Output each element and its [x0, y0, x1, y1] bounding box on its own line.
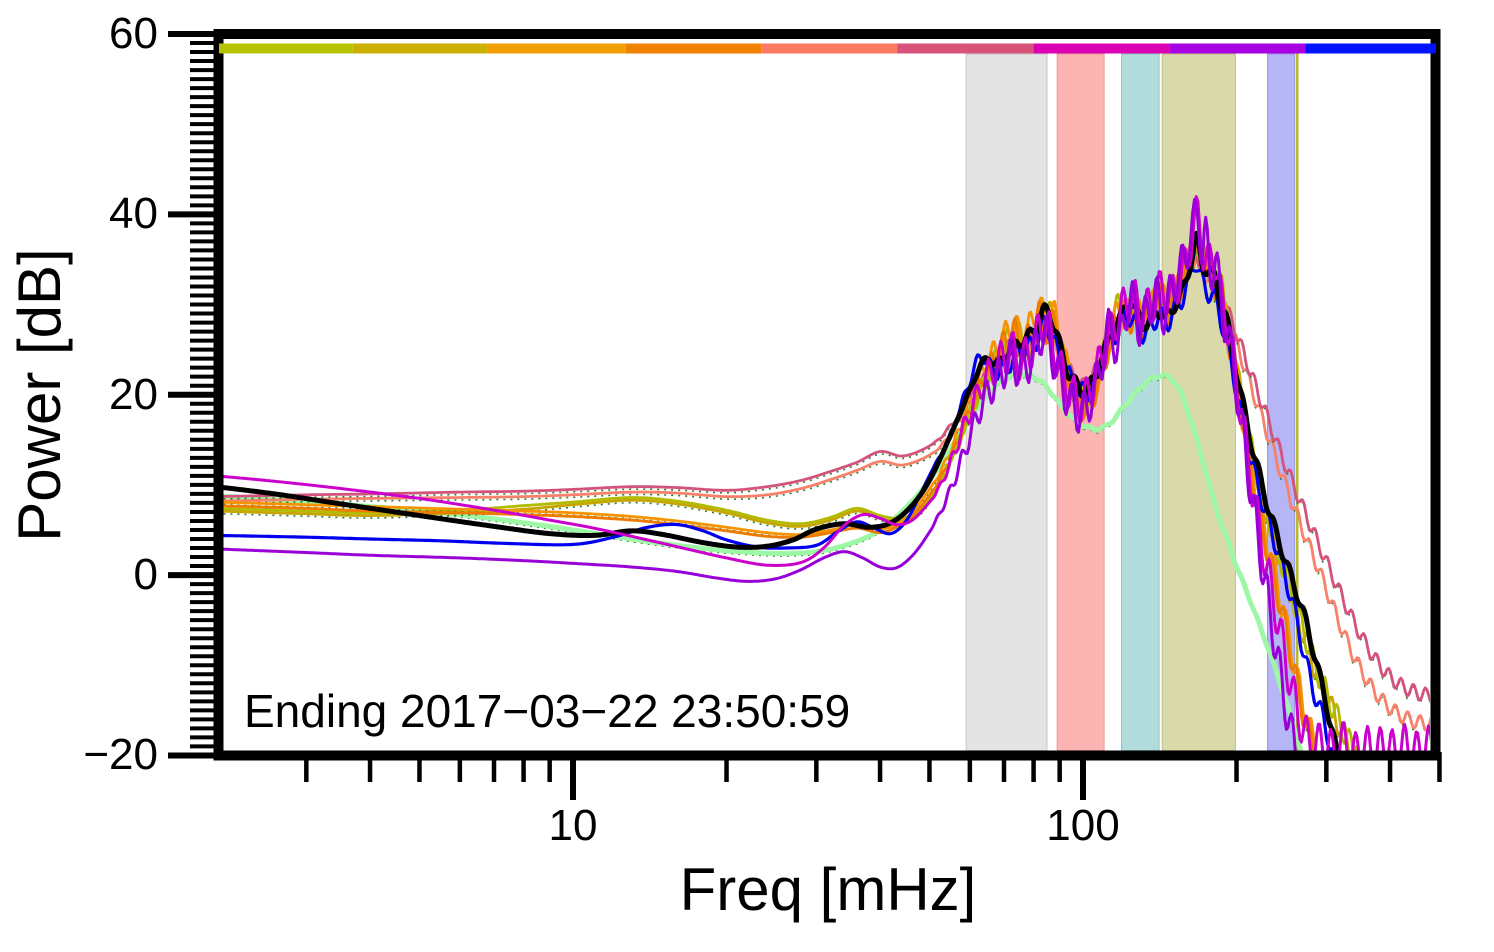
top-bar-segment-1	[219, 43, 353, 54]
top-bar-segment-9	[1305, 43, 1436, 54]
top-bar-segment-5	[761, 43, 898, 54]
highlight-band-olive-line	[1295, 53, 1299, 751]
spectrum-gold-dotted-shadow	[223, 234, 1358, 751]
tick-layer	[168, 31, 1442, 800]
x-axis-title: Freq [mHz]	[679, 856, 977, 923]
series-layer	[223, 195, 1430, 751]
highlight-band-olive	[1161, 53, 1236, 751]
highlight-band-layer	[965, 53, 1299, 751]
spectrum-palegreen	[223, 371, 1304, 751]
top-bar-segment-2	[352, 43, 488, 54]
y-tick-label--20: −20	[83, 730, 158, 780]
y-tick-label-0: 0	[133, 550, 158, 600]
top-bar-segment-3	[487, 43, 626, 54]
spectrum-rose	[223, 247, 1430, 704]
spectrum-purple	[223, 198, 1297, 751]
x-tick-label-100: 100	[1046, 801, 1120, 850]
x-tick-label-10: 10	[548, 801, 598, 850]
y-tick-label-40: 40	[109, 189, 158, 239]
top-bar-segment-4	[625, 43, 762, 54]
top-bar-segment-6	[897, 43, 1034, 54]
ending-timestamp: Ending 2017−03−22 23:50:59	[244, 685, 851, 737]
spectrum-rose-dotted-shadow	[223, 249, 1430, 705]
y-tick-label-60: 60	[109, 9, 158, 58]
top-bar-segment-8	[1169, 43, 1306, 54]
y-tick-label-20: 20	[109, 369, 158, 419]
top-bar-segment-7	[1033, 43, 1170, 54]
top-color-bar	[219, 43, 1436, 54]
